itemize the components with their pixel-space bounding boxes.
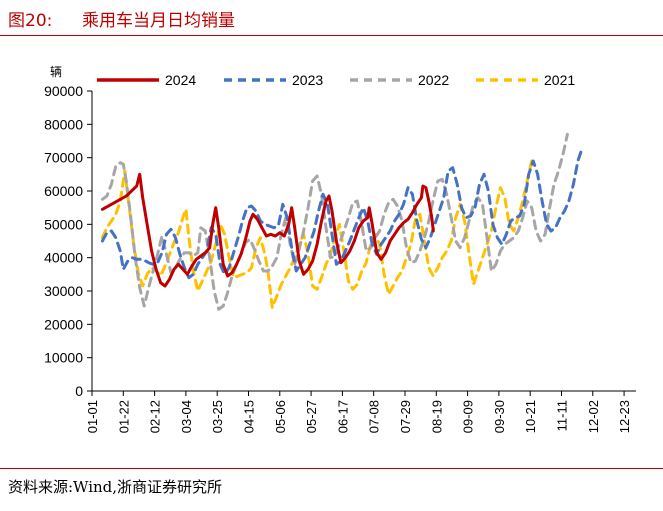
x-tick-label: 06-17 bbox=[335, 400, 350, 433]
x-tick-label: 01-22 bbox=[116, 400, 131, 433]
chart-axes: 0 10000 20000 30000 40000 50000 60000 70000 8000… bbox=[44, 83, 636, 433]
y-tick-label: 80000 bbox=[44, 116, 83, 132]
series-line-2023 bbox=[100, 146, 584, 280]
chart-title: 乘用车当月日均销量 bbox=[82, 11, 235, 31]
x-tick-label: 12-02 bbox=[586, 400, 601, 433]
y-tick-label: 70000 bbox=[44, 150, 83, 166]
series-line-2024 bbox=[100, 172, 435, 288]
line-chart: 辆 0 10000 20000 30000 40000 50000 60000 70000 80… bbox=[44, 65, 636, 433]
chart-series bbox=[100, 132, 584, 311]
y-tick-label: 50000 bbox=[44, 216, 83, 232]
x-tick-label: 10-21 bbox=[523, 400, 538, 433]
y-tick-label: 0 bbox=[75, 383, 83, 399]
legend-label: 2021 bbox=[544, 72, 575, 88]
x-tick-label: 02-12 bbox=[148, 400, 163, 433]
x-tick-label: 12-23 bbox=[617, 400, 632, 433]
x-tick-label: 05-27 bbox=[304, 400, 319, 433]
x-tick-label: 08-19 bbox=[429, 400, 444, 433]
x-tick-label: 03-25 bbox=[210, 400, 225, 433]
legend-label: 2022 bbox=[418, 72, 449, 88]
y-tick-label: 10000 bbox=[44, 350, 83, 366]
x-tick-label: 03-04 bbox=[179, 400, 194, 433]
x-tick-label: 11-11 bbox=[554, 400, 569, 431]
x-tick-label: 07-08 bbox=[367, 400, 382, 433]
x-tick-label: 09-30 bbox=[492, 400, 507, 433]
footer-divider bbox=[0, 468, 663, 469]
y-tick-label: 40000 bbox=[44, 250, 83, 266]
x-tick-label: 09-09 bbox=[461, 400, 476, 433]
legend-label: 2024 bbox=[165, 72, 196, 88]
series-line-2021 bbox=[100, 159, 534, 310]
source-note: 资料来源:Wind,浙商证券研究所 bbox=[8, 478, 223, 496]
x-tick-label: 04-15 bbox=[241, 400, 256, 433]
x-tick-label: 05-06 bbox=[273, 400, 288, 433]
y-tick-label: 90000 bbox=[44, 83, 83, 99]
legend-label: 2023 bbox=[292, 72, 323, 88]
y-unit-label: 辆 bbox=[50, 65, 62, 79]
figure-label: 图20: bbox=[8, 11, 53, 31]
y-tick-label: 60000 bbox=[44, 183, 83, 199]
y-tick-label: 30000 bbox=[44, 283, 83, 299]
figure-header: 图20: 乘用车当月日均销量 bbox=[0, 0, 663, 36]
x-tick-label: 07-29 bbox=[398, 400, 413, 433]
y-tick-label: 20000 bbox=[44, 316, 83, 332]
chart-legend: 2024 2023 2022 2021 bbox=[97, 72, 575, 88]
x-tick-label: 01-01 bbox=[85, 400, 100, 433]
